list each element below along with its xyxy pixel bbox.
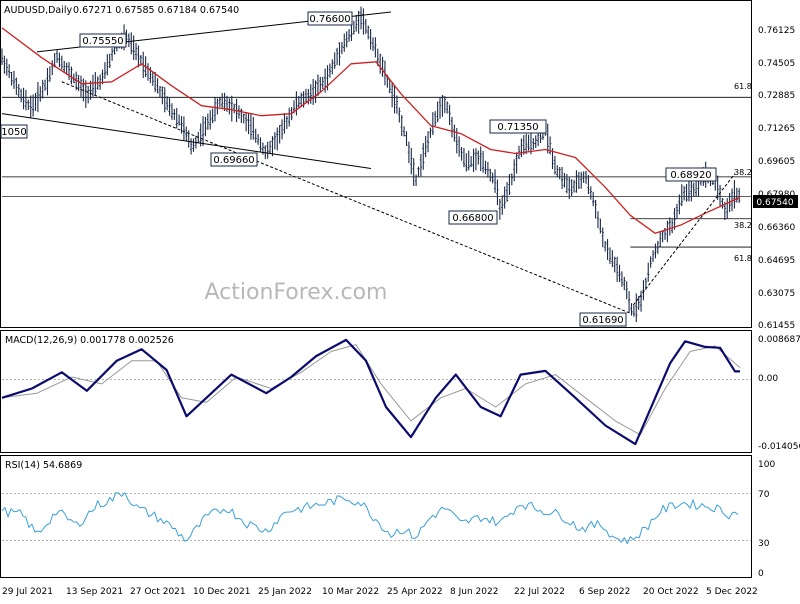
swing-label-0.61690: 0.61690 xyxy=(579,312,627,327)
rsi-axis: 100 70 30 0 xyxy=(758,460,775,579)
macd-title: MACD(12,26,9) 0.001778 0.002526 xyxy=(5,335,174,346)
price-tick: 0.69605 xyxy=(758,157,795,167)
price-panel-frame xyxy=(0,0,752,328)
x-tick: 25 Apr 2022 xyxy=(387,587,443,597)
swing-label-text: 0.76600 xyxy=(309,14,350,25)
macd-panel-frame xyxy=(0,330,752,453)
swing-label-0.75550: 0.75550 xyxy=(79,33,127,48)
trendline-3 xyxy=(632,173,736,306)
swing-label-text: 0.61690 xyxy=(582,315,623,326)
fib-label-61.8-upper: 61.8 xyxy=(734,82,752,91)
swing-label-text: 0.68920 xyxy=(670,170,711,181)
price-tick: 0.64695 xyxy=(758,256,795,266)
price-tick: 0.66360 xyxy=(758,223,795,233)
swing-label-text: 0.75550 xyxy=(82,36,123,47)
x-tick: 22 Jul 2022 xyxy=(514,587,565,597)
swing-label-text: 0.71350 xyxy=(497,122,538,133)
rsi-panel-frame xyxy=(0,455,752,578)
price-tick: 0.72885 xyxy=(758,91,795,101)
price-axis: 0.76125 0.74505 0.72885 0.71265 0.69605 … xyxy=(758,26,795,331)
macd-main-line xyxy=(1,338,740,446)
price-tick: 0.74505 xyxy=(758,59,795,69)
rsi-tick: 100 xyxy=(758,460,775,470)
ohlc-readout: 0.67271 0.67585 0.67184 0.67540 xyxy=(73,5,239,16)
swing-label-text: 0.66800 xyxy=(452,213,493,224)
price-tick: 0.61455 xyxy=(758,321,795,331)
horizontal-levels xyxy=(2,96,751,248)
macd-tick: 0.00 xyxy=(758,374,778,384)
fib-label-38.2-lower: 38.2 xyxy=(734,221,752,230)
x-tick: 29 Jul 2021 xyxy=(2,587,53,597)
swing-label-0.68920: 0.68920 xyxy=(665,167,717,182)
macd-tick: 0.008687 xyxy=(758,335,800,345)
rsi-title: RSI(14) 54.6869 xyxy=(5,460,82,471)
price-tick: 0.63075 xyxy=(758,289,795,299)
macd-tick: -0.014056 xyxy=(758,442,800,452)
current-price-tag: 0.67540 xyxy=(753,195,798,208)
macd-lines xyxy=(1,338,751,446)
rsi-lines xyxy=(1,492,751,545)
macd-axis: 0.008687 0.00 -0.014056 xyxy=(758,335,800,452)
swing-label-0.71350: 0.71350 xyxy=(489,119,547,134)
price-tick: 0.71265 xyxy=(758,124,795,134)
x-tick: 6 Sep 2022 xyxy=(579,587,630,597)
rsi-tick: 30 xyxy=(758,539,770,549)
rsi-line xyxy=(1,492,739,545)
rsi-tick: 70 xyxy=(758,490,770,500)
swing-label-0.66800: 0.66800 xyxy=(448,210,498,225)
x-tick: 27 Oct 2021 xyxy=(130,587,186,597)
swing-label-text: 0.69660 xyxy=(213,155,254,166)
macd-signal-line xyxy=(1,344,741,436)
price-tick: 0.76125 xyxy=(758,26,795,36)
x-tick: 8 Jun 2022 xyxy=(450,587,498,597)
price-candles xyxy=(0,6,741,323)
x-tick: 10 Mar 2022 xyxy=(322,587,379,597)
rsi-tick: 0 xyxy=(758,569,764,579)
fib-label-61.8-lower: 61.8 xyxy=(734,254,752,263)
trendline-2 xyxy=(61,81,631,314)
x-tick: 5 Dec 2022 xyxy=(706,587,758,597)
x-axis: 29 Jul 2021 13 Sep 2021 27 Oct 2021 10 D… xyxy=(2,587,758,597)
fib-label-38.2-upper: 38.2 xyxy=(734,168,752,177)
current-price-text: 0.67540 xyxy=(756,198,793,208)
swing-labels: 0.76600 0.75550 0.71350 0.68920 0.66800 … xyxy=(0,11,717,327)
moving-average xyxy=(1,27,741,234)
swing-label-1050: 1050 xyxy=(0,124,28,139)
swing-label-text: 1050 xyxy=(1,127,26,138)
watermark: ActionForex.com xyxy=(205,280,388,305)
x-tick: 13 Sep 2021 xyxy=(66,587,123,597)
x-tick: 25 Jan 2022 xyxy=(258,587,312,597)
swing-label-0.76600: 0.76600 xyxy=(307,11,353,26)
moving-average-line xyxy=(1,27,741,234)
instrument-title: AUDUSD,Daily xyxy=(4,5,73,16)
x-tick: 10 Dec 2021 xyxy=(193,587,251,597)
swing-label-0.69660: 0.69660 xyxy=(210,152,258,167)
x-tick: 20 Oct 2022 xyxy=(643,587,699,597)
trendline-1 xyxy=(1,113,372,169)
